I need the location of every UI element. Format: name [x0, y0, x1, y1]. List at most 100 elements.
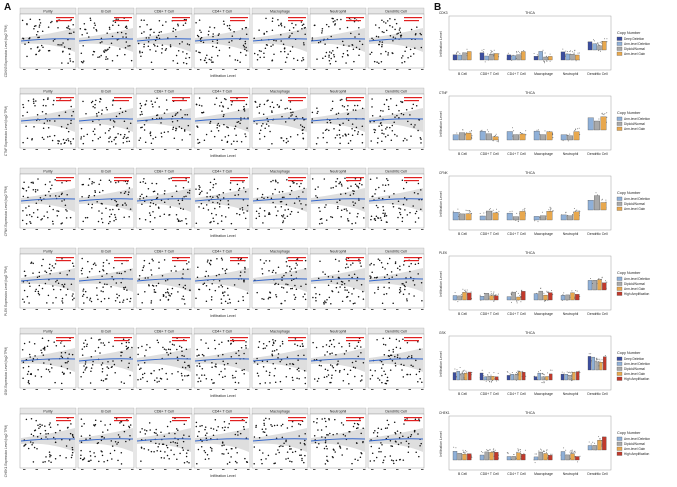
confidence-band	[137, 28, 191, 52]
stat-annotation	[230, 100, 245, 102]
legend-label: Arm-level Deletion	[624, 197, 650, 201]
jitter-point	[544, 300, 545, 302]
data-point	[277, 283, 280, 286]
category-label: B Cell	[458, 232, 467, 236]
data-point	[53, 134, 56, 137]
category-label: Neutrophil	[563, 232, 579, 236]
data-point	[379, 115, 381, 117]
data-point	[322, 136, 325, 139]
x-tick-label	[23, 149, 26, 150]
data-point	[357, 296, 360, 298]
box	[560, 214, 567, 221]
data-point	[301, 459, 303, 462]
data-point	[271, 271, 274, 274]
data-point	[257, 346, 260, 349]
box	[518, 371, 522, 381]
data-point	[94, 455, 96, 458]
data-point	[229, 188, 232, 191]
data-point	[27, 447, 30, 450]
data-point	[420, 189, 422, 191]
x-tick-label	[164, 389, 167, 390]
box	[549, 373, 553, 381]
data-point	[81, 257, 83, 260]
data-point	[235, 370, 237, 372]
jitter-point	[491, 51, 493, 53]
data-point	[207, 275, 210, 277]
data-point	[146, 23, 148, 26]
data-point	[371, 271, 373, 273]
x-tick-label	[305, 149, 308, 150]
data-point	[315, 195, 317, 197]
data-point	[280, 445, 282, 447]
data-point	[347, 291, 350, 294]
data-point	[187, 181, 190, 183]
data-point	[285, 283, 287, 285]
data-point	[100, 342, 102, 344]
data-point	[226, 287, 229, 290]
data-point	[352, 366, 355, 369]
scatter-panel: Purity	[19, 167, 77, 230]
data-point	[195, 188, 197, 190]
data-point	[236, 121, 238, 124]
stat-annotation	[114, 260, 129, 262]
data-point	[63, 283, 66, 286]
data-point	[36, 189, 39, 191]
data-point	[198, 97, 201, 99]
data-point	[350, 185, 352, 187]
jitter-point	[541, 211, 543, 213]
data-point	[141, 269, 144, 271]
data-point	[398, 207, 400, 209]
scatter-panel: Purity	[19, 407, 77, 470]
data-point	[139, 102, 142, 105]
data-point	[314, 286, 316, 289]
data-point	[168, 294, 170, 296]
data-point	[82, 293, 85, 296]
data-point	[54, 381, 56, 384]
box	[516, 452, 521, 461]
data-point	[362, 290, 364, 293]
data-point	[394, 432, 397, 435]
scatter-panel: Macrophage	[251, 87, 309, 150]
data-point	[177, 429, 179, 432]
data-point	[198, 184, 200, 187]
data-point	[187, 268, 189, 270]
legend-label: Arm-level Gain	[624, 127, 645, 131]
data-point	[383, 293, 385, 296]
data-point	[149, 132, 151, 135]
data-point	[258, 132, 261, 135]
scatter-panel: Macrophage	[251, 327, 309, 390]
data-point	[340, 183, 343, 186]
data-point	[376, 435, 379, 437]
data-point	[289, 35, 291, 37]
data-point	[227, 452, 230, 454]
data-point	[245, 103, 248, 106]
data-point	[124, 191, 127, 193]
panel-title: Dendritic Cell	[385, 250, 407, 254]
data-point	[270, 197, 273, 200]
data-point	[266, 100, 268, 102]
data-point	[43, 215, 45, 217]
data-point	[151, 284, 154, 287]
data-point	[390, 97, 392, 100]
data-point	[275, 453, 277, 455]
data-point	[155, 36, 158, 38]
jitter-point	[482, 452, 484, 454]
scatter-panel: Purity	[19, 7, 77, 70]
stat-annotation	[56, 17, 74, 19]
data-point	[42, 127, 45, 129]
data-point	[22, 141, 24, 144]
data-point	[163, 201, 166, 204]
data-point	[371, 114, 374, 117]
data-point	[60, 126, 63, 128]
jitter-point	[548, 291, 550, 293]
data-point	[377, 427, 380, 430]
data-point	[29, 373, 32, 376]
data-point	[213, 135, 216, 138]
jitter-point	[543, 382, 545, 384]
category-label: CD4+ T Cell	[507, 312, 526, 316]
data-point	[275, 39, 277, 42]
data-point	[228, 461, 231, 463]
data-point	[24, 443, 27, 446]
jitter-point	[479, 213, 481, 214]
fit-line	[310, 278, 366, 282]
